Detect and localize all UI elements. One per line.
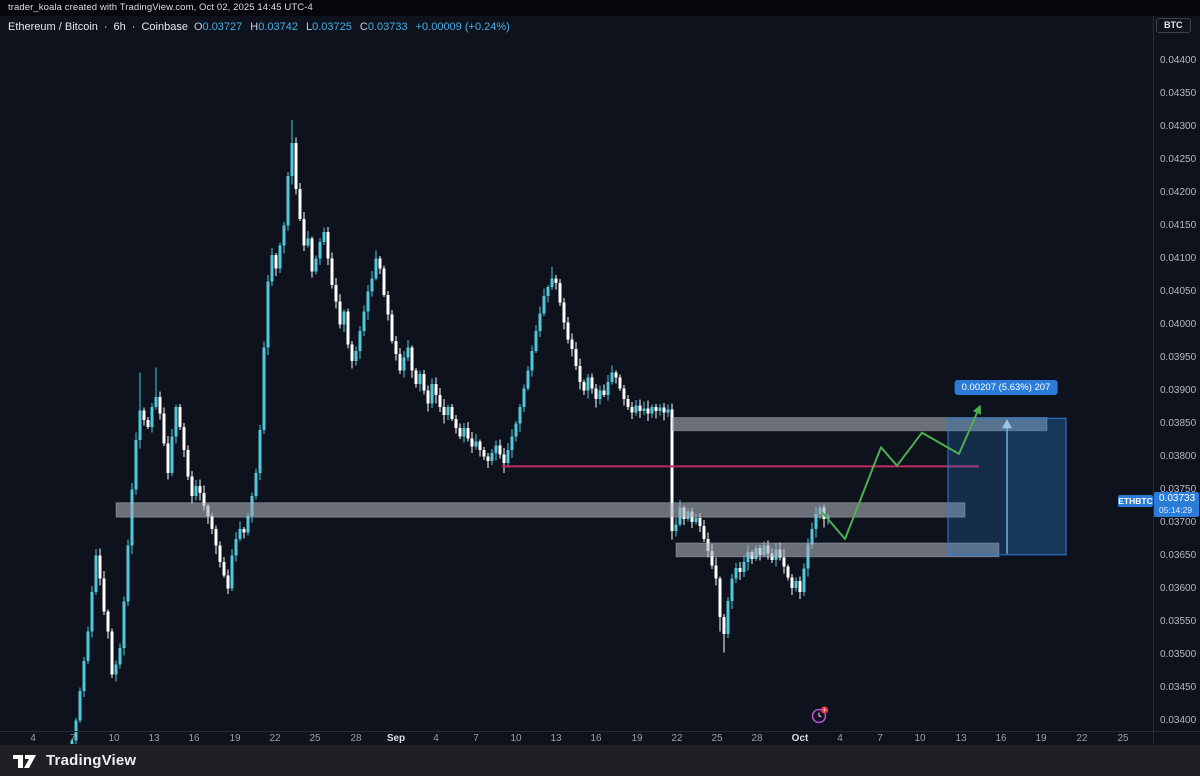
close-value: 0.03733 (367, 21, 408, 33)
demand-zone-lower (675, 542, 1000, 558)
last-price-label: 0.03733 05:14:29 (1154, 492, 1199, 517)
time-axis-label: 10 (510, 733, 522, 744)
price-range-measure-label[interactable]: 0.00207 (5.63%) 207 (954, 380, 1058, 395)
projection-arrow-drawing[interactable] (822, 403, 985, 540)
change-value: +0.00009 (+0.24%) (415, 21, 510, 33)
price-axis-label: 0.04300 (1160, 121, 1197, 132)
symbol-title[interactable]: Ethereum / Bitcoin (8, 21, 98, 33)
time-axis-label: 28 (350, 733, 362, 744)
low-value: 0.03725 (312, 21, 352, 33)
price-axis-label: 0.03700 (1160, 517, 1197, 528)
open-value: 0.03727 (202, 21, 243, 33)
time-axis-label: 25 (1117, 733, 1129, 744)
timeframe[interactable]: 6h (113, 21, 126, 33)
candlestick-chart[interactable] (0, 16, 1200, 760)
time-axis-label: 19 (631, 733, 643, 744)
price-axis-label: 0.03500 (1160, 649, 1197, 660)
time-axis-label: 16 (590, 733, 602, 744)
price-axis-label: 0.04400 (1160, 55, 1197, 66)
candles-layer (70, 119, 830, 751)
price-axis-label: 0.04200 (1160, 187, 1197, 198)
price-axis-divider (1153, 16, 1154, 744)
time-axis-label: 13 (148, 733, 160, 744)
time-axis-divider (0, 731, 1200, 732)
time-axis-label: Sep (386, 733, 406, 744)
time-axis-label: 7 (70, 733, 76, 744)
mid-zone (115, 502, 966, 518)
time-axis-label: Oct (791, 733, 809, 744)
time-axis-label: 28 (751, 733, 763, 744)
ohlc-values: O0.03727 H0.03742 L0.03725 C0.03733 +0.0… (193, 21, 510, 33)
price-axis-label: 0.03650 (1160, 550, 1197, 561)
attribution-text: trader_koala created with TradingView.co… (8, 2, 313, 13)
time-axis-label: 16 (188, 733, 200, 744)
time-axis-label: 19 (229, 733, 241, 744)
symbol-legend: Ethereum / Bitcoin · 6h · Coinbase O0.03… (8, 21, 510, 33)
price-axis-label: 0.03800 (1160, 451, 1197, 462)
tradingview-logo-icon[interactable] (12, 750, 38, 772)
time-axis-label: 4 (30, 733, 36, 744)
supply-demand-zones[interactable] (115, 417, 1048, 558)
time-axis-label: 10 (914, 733, 926, 744)
price-axis-label: 0.03950 (1160, 352, 1197, 363)
currency-toggle-button[interactable]: BTC (1156, 18, 1191, 33)
price-axis-label: 0.04150 (1160, 220, 1197, 231)
footer-bar: TradingView (0, 744, 1200, 776)
price-axis-label: 0.03450 (1160, 682, 1197, 693)
time-axis-label: 4 (433, 733, 439, 744)
price-axis-label: 0.04100 (1160, 253, 1197, 264)
price-axis-label: 0.04350 (1160, 88, 1197, 99)
price-axis-label: 0.03900 (1160, 385, 1197, 396)
price-axis-label: 0.03750 (1160, 484, 1197, 495)
price-range-tool[interactable] (947, 417, 1067, 556)
tradingview-brand-text[interactable]: TradingView (46, 752, 137, 769)
exchange[interactable]: Coinbase (141, 21, 188, 33)
time-axis-label: 7 (473, 733, 479, 744)
time-axis-label: 7 (877, 733, 883, 744)
high-value: 0.03742 (258, 21, 298, 33)
time-axis-label: 22 (269, 733, 281, 744)
time-axis-label: 10 (108, 733, 120, 744)
price-axis-label: 0.04050 (1160, 286, 1197, 297)
price-axis-label: 0.03600 (1160, 583, 1197, 594)
price-axis-label: 0.03550 (1160, 616, 1197, 627)
price-axis-label: 0.03850 (1160, 418, 1197, 429)
time-axis-label: 4 (837, 733, 843, 744)
price-axis-label: 0.04250 (1160, 154, 1197, 165)
supply-zone-upper (671, 417, 1048, 432)
time-axis-label: 19 (1035, 733, 1047, 744)
time-axis-label: 25 (309, 733, 321, 744)
attribution-bar: trader_koala created with TradingView.co… (0, 0, 1200, 16)
price-axis-label: 0.03400 (1160, 715, 1197, 726)
time-axis-label: 16 (995, 733, 1007, 744)
time-axis-label: 13 (955, 733, 967, 744)
last-price-value: 0.03733 (1159, 493, 1196, 504)
chart-pane[interactable] (0, 16, 1200, 751)
clock-badge-icon (811, 706, 829, 724)
bar-countdown: 05:14:29 (1159, 505, 1193, 515)
time-axis-label: 22 (1076, 733, 1088, 744)
time-axis-label: 25 (711, 733, 723, 744)
price-axis-label: 0.04000 (1160, 319, 1197, 330)
axis-symbol-tag: ETHBTC (1118, 495, 1153, 507)
time-axis-label: 13 (550, 733, 562, 744)
event-timer-icon[interactable] (808, 704, 832, 728)
time-axis-label: 22 (671, 733, 683, 744)
